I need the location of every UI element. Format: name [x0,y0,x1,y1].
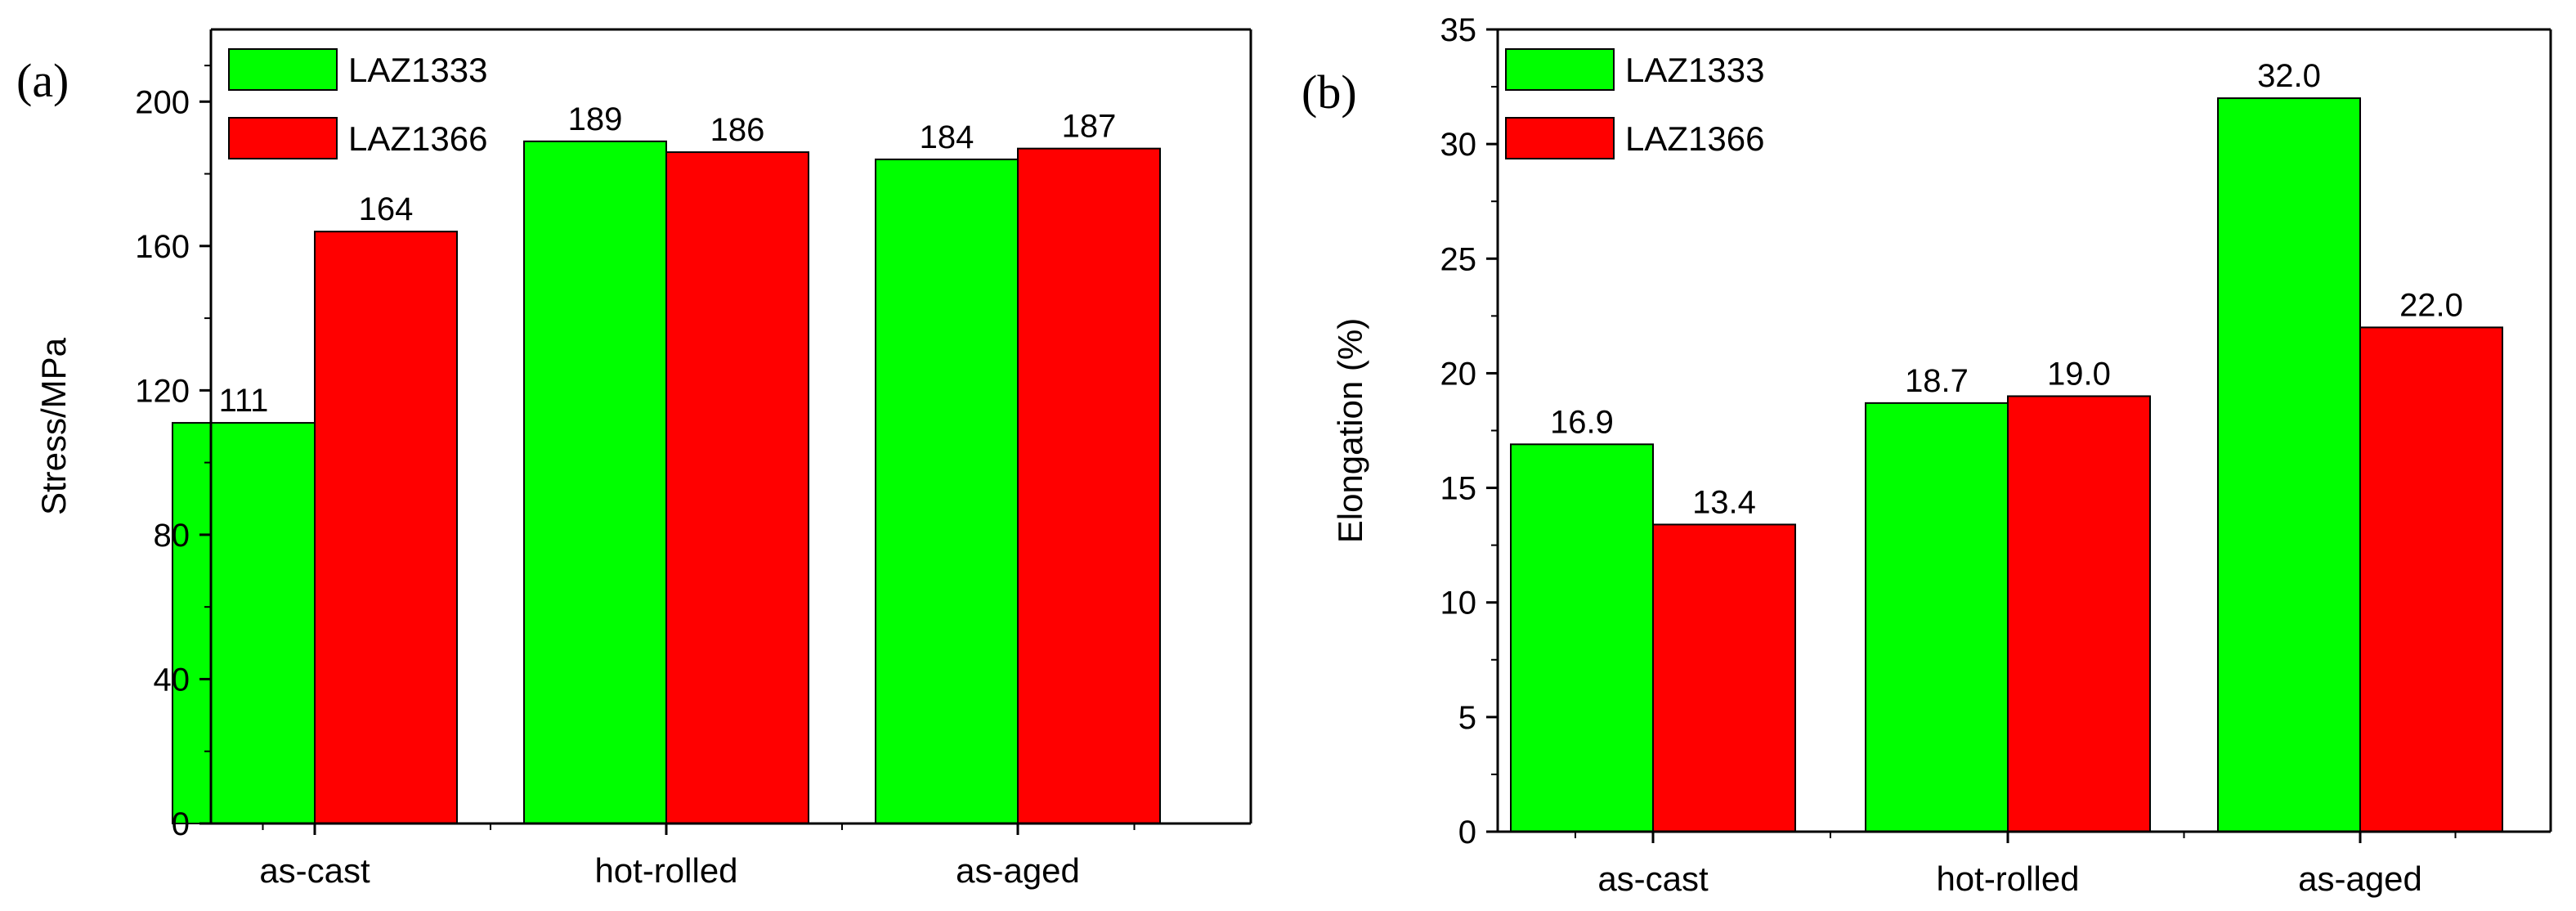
y-axis-label: Stress/MPa [34,337,73,515]
bar-laz1333-hot-rolled [523,140,667,824]
y-tick-label: 35 [1440,12,1477,48]
bar-laz1333-as-aged [2217,97,2361,833]
bar-value-label: 184 [920,119,974,155]
legend-swatch-laz1366 [228,117,338,159]
legend-label-laz1366: LAZ1366 [348,119,487,158]
bar-value-label: 186 [710,112,765,148]
bar-laz1366-as-cast [314,231,458,824]
y-tick-label: 25 [1440,241,1477,277]
bar-value-label: 18.7 [1905,363,1969,399]
y-tick-label: 10 [1440,586,1477,622]
y-tick-label: 30 [1440,127,1477,163]
y-tick-label: 20 [1440,356,1477,392]
bar-laz1366-as-aged [1017,147,1161,824]
y-tick-label: 120 [135,373,190,409]
y-tick-label: 0 [172,806,190,842]
x-tick-label: hot-rolled [1936,859,2079,898]
bar-laz1366-as-cast [1652,523,1796,832]
x-tick-label: hot-rolled [594,851,737,890]
y-tick-label: 160 [135,229,190,265]
y-tick-label: 40 [154,662,190,698]
bar-laz1366-hot-rolled [665,151,809,824]
legend-swatch-laz1366 [1505,117,1615,159]
bar-value-label: 187 [1062,109,1117,145]
bar-value-label: 189 [568,101,623,137]
x-tick-label: as-aged [2298,859,2422,898]
legend-label-laz1333: LAZ1333 [1625,51,1764,89]
y-tick-label: 80 [154,518,190,554]
bar-value-label: 164 [359,191,414,227]
panel-label: (b) [1301,65,1357,119]
bar-value-label: 32.0 [2257,58,2321,94]
bar-laz1333-hot-rolled [1865,402,2009,832]
bar-value-label: 22.0 [2399,287,2463,323]
bar-value-label: 111 [219,383,269,419]
panel-label: (a) [16,54,69,107]
legend-swatch-laz1333 [1505,48,1615,91]
y-tick-label: 200 [135,84,190,120]
legend-label-laz1366: LAZ1366 [1625,119,1764,158]
bar-laz1333-as-aged [875,158,1019,824]
bar-value-label: 19.0 [2047,356,2111,392]
y-tick-label: 0 [1458,815,1476,850]
panel-a: 111 164 as-cast 189 186 hot-rolled 184 187 as-ag… [16,28,1252,890]
y-axis-label: Elongation (%) [1331,318,1369,543]
x-tick-label: as-cast [259,851,370,890]
panel-b: 16.9 13.4 as-cast 18.7 19.0 hot-rolled 32.0 22.… [1301,12,2552,898]
y-tick-label: 15 [1440,471,1477,507]
bar-value-label: 16.9 [1550,404,1614,440]
y-tick-label: 5 [1458,700,1476,736]
bar-laz1333-as-cast [172,422,316,824]
legend-swatch-laz1333 [228,48,338,91]
bar-laz1366-as-aged [2359,326,2503,833]
bar-laz1333-as-cast [1510,443,1654,832]
bar-value-label: 13.4 [1692,484,1756,520]
x-tick-label: as-aged [956,851,1080,890]
x-tick-label: as-cast [1597,859,1709,898]
bar-laz1366-hot-rolled [2007,395,2151,832]
legend-label-laz1333: LAZ1333 [348,51,487,89]
